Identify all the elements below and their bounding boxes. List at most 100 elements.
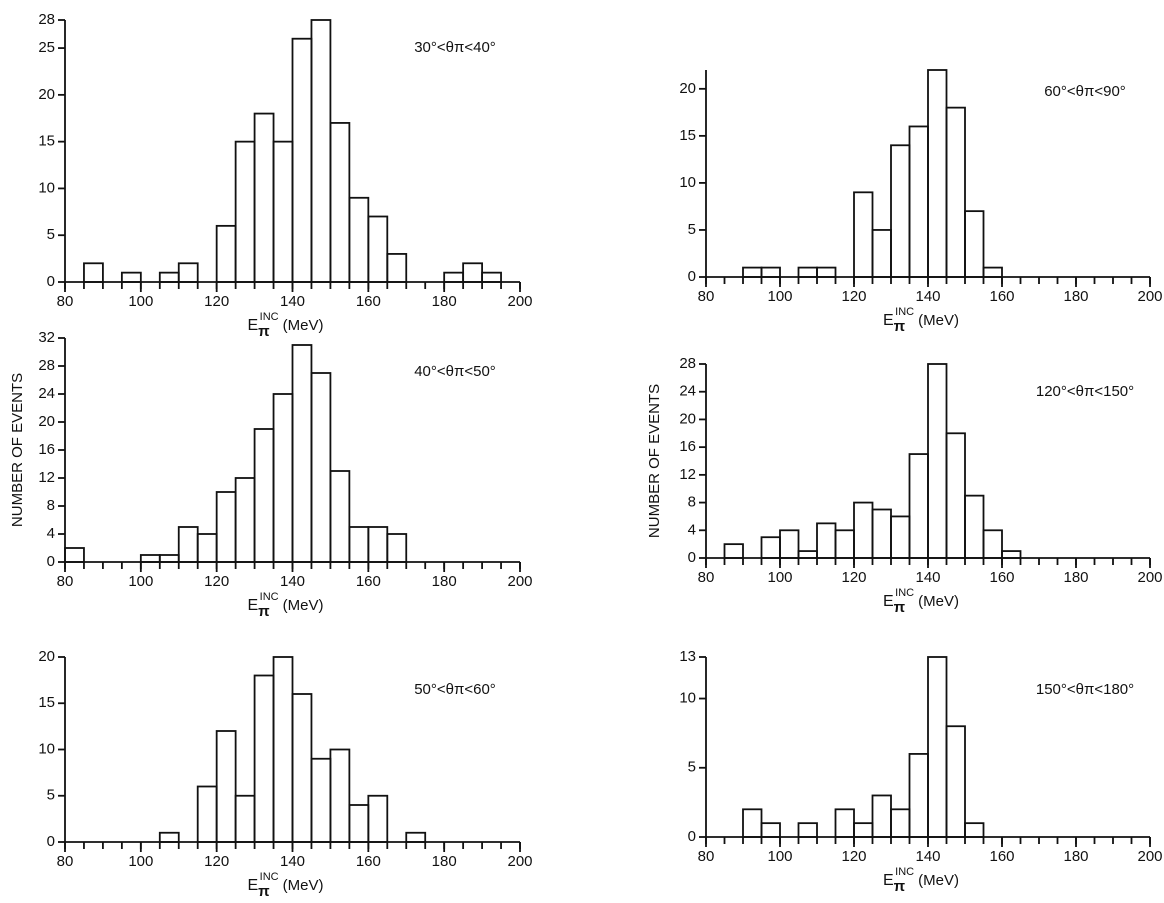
bar	[797, 550, 818, 559]
x-tick-label: 140	[915, 848, 940, 865]
x-tick-label: 180	[432, 293, 457, 310]
annotation: 150°<θπ<180°	[1036, 681, 1134, 698]
x-label-sup: INC	[895, 587, 914, 599]
x-label-sub: π	[894, 878, 906, 895]
x-label-base: E	[883, 593, 894, 610]
bar	[834, 529, 855, 559]
x-tick-label: 140	[280, 853, 305, 870]
x-label-base: E	[883, 872, 894, 889]
y-tick-label: 24	[38, 385, 55, 402]
x-label-base: E	[248, 877, 259, 894]
x-tick-label: 140	[280, 573, 305, 590]
x-label-unit: (MeV)	[283, 317, 324, 334]
y-tick-label: 20	[679, 80, 696, 97]
y-tick-label: 0	[688, 549, 696, 566]
y-tick-label: 25	[38, 39, 55, 56]
x-label: EπINC (MeV)	[248, 871, 324, 900]
bar	[834, 808, 855, 838]
y-tick-label: 4	[47, 525, 55, 542]
x-label: EπINC (MeV)	[883, 866, 959, 895]
bar	[158, 271, 180, 283]
x-tick-label: 140	[280, 293, 305, 310]
y-tick-label: 0	[688, 268, 696, 285]
x-label: EπINC (MeV)	[883, 587, 959, 616]
bar	[367, 215, 389, 283]
x-tick-label: 180	[432, 853, 457, 870]
x-label-sub: π	[258, 603, 270, 620]
y-tick-label: 10	[679, 690, 696, 707]
bar	[386, 253, 408, 283]
bar	[890, 515, 911, 559]
bar	[329, 122, 351, 283]
panel: 80 100 120 140 160 180 200 0 5 10 15 20 50°<θπ<60° Eπ…	[38, 648, 532, 900]
bar	[253, 112, 275, 283]
bar	[853, 822, 874, 838]
bar	[272, 656, 294, 843]
bar	[945, 432, 966, 559]
x-tick-label: 180	[1063, 288, 1088, 305]
panel: 80 100 120 140 160 180 200 0 4 8 12 16 20 24 28 120°<θπ…	[646, 355, 1163, 616]
x-label-base: E	[248, 597, 259, 614]
bar	[945, 106, 966, 278]
bar	[816, 266, 837, 278]
bar	[982, 529, 1003, 559]
panel: 80 100 120 140 160 180 200 0 4 8 12 16 20 24 28 32 40°<θ…	[9, 329, 533, 620]
y-tick-label: 8	[688, 494, 696, 511]
x-tick-label: 80	[698, 288, 715, 305]
x-tick-label: 100	[767, 848, 792, 865]
y-tick-label: 20	[679, 410, 696, 427]
x-label-sup: INC	[895, 866, 914, 878]
x-label-sup: INC	[260, 871, 279, 883]
bar	[158, 554, 180, 563]
bar	[779, 529, 800, 559]
bar	[443, 271, 465, 283]
y-tick-label: 5	[47, 787, 55, 804]
bar	[723, 543, 744, 559]
bar	[64, 547, 85, 563]
y-tick-label: 10	[38, 740, 55, 757]
x-tick-label: 80	[698, 848, 715, 865]
y-tick-label: 5	[688, 759, 696, 776]
bar	[272, 393, 294, 563]
bar	[1001, 550, 1022, 559]
bar	[853, 501, 874, 559]
x-tick-label: 200	[1137, 288, 1162, 305]
bar	[329, 470, 351, 563]
bar	[348, 526, 370, 563]
x-tick-label: 100	[767, 569, 792, 586]
bar	[234, 140, 256, 283]
x-tick-label: 120	[204, 853, 229, 870]
bar	[234, 794, 256, 843]
bar	[120, 271, 142, 283]
bar	[196, 785, 218, 843]
x-label-base: E	[248, 317, 259, 334]
x-label-unit: (MeV)	[283, 597, 324, 614]
x-tick-label: 120	[841, 288, 866, 305]
bar	[797, 266, 818, 278]
x-label-sub: π	[894, 318, 906, 335]
panel: 80 100 120 140 160 180 200 0 5 10 15 20 60°<θπ<90° Eπ…	[679, 69, 1163, 335]
x-tick-label: 120	[841, 848, 866, 865]
y-tick-label: 20	[38, 413, 55, 430]
x-tick-label: 100	[128, 573, 153, 590]
x-tick-label: 100	[767, 288, 792, 305]
y-tick-label: 16	[679, 438, 696, 455]
x-tick-label: 160	[989, 569, 1014, 586]
x-tick-label: 80	[57, 853, 74, 870]
y-tick-label: 12	[679, 466, 696, 483]
y-tick-label: 8	[47, 497, 55, 514]
x-label-unit: (MeV)	[283, 877, 324, 894]
bar	[310, 19, 332, 283]
bar	[405, 831, 427, 843]
x-label-sup: INC	[260, 311, 279, 323]
y-tick-label: 20	[38, 648, 55, 665]
bar	[291, 344, 313, 563]
x-tick-label: 200	[507, 853, 532, 870]
bar	[908, 453, 929, 559]
x-label: EπINC (MeV)	[248, 591, 324, 620]
y-tick-label: 16	[38, 441, 55, 458]
y-tick-label: 15	[38, 694, 55, 711]
x-label-unit: (MeV)	[918, 593, 959, 610]
bar	[816, 522, 837, 559]
